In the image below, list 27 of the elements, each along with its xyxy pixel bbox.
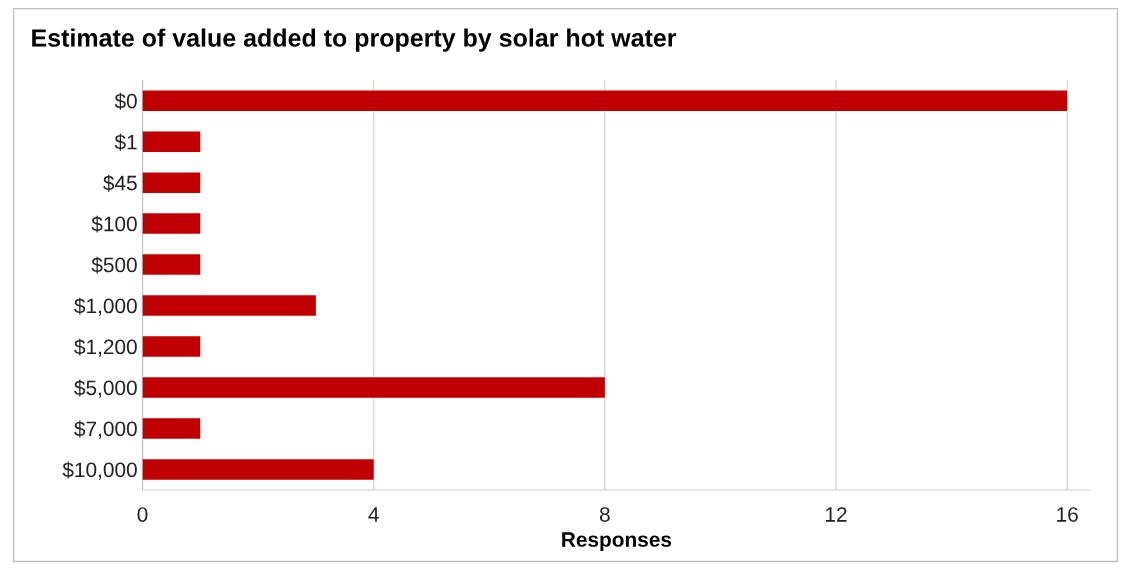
x-tick-label: 0	[137, 507, 148, 522]
y-tick-label: $1,200	[74, 338, 137, 357]
bar	[142, 336, 201, 357]
y-tick-label: $45	[103, 174, 137, 192]
bar	[142, 459, 374, 480]
y-tick-label: $1,000	[74, 297, 137, 316]
chart-title: Estimate of value added to property by solar hot water	[32, 28, 677, 52]
bar	[142, 213, 201, 234]
bar	[142, 295, 316, 316]
x-tick-label: 16	[1057, 507, 1078, 522]
x-tick-label: 4	[368, 507, 379, 522]
x-tick-label: 12	[826, 507, 847, 522]
x-axis-title: Responses	[562, 532, 672, 551]
y-tick-label: $7,000	[74, 420, 137, 439]
y-tick-label: $1	[114, 133, 137, 151]
y-tick-label: $5,000	[74, 379, 137, 398]
y-tick-label: $0	[114, 92, 137, 110]
y-tick-label: $500	[91, 256, 137, 274]
bar	[142, 377, 605, 398]
x-tick-label: 8	[599, 507, 610, 522]
bar	[142, 90, 1068, 111]
y-tick-label: $100	[91, 215, 137, 233]
bar	[142, 172, 201, 193]
bar	[142, 131, 201, 152]
bar	[142, 254, 201, 275]
bar	[142, 418, 201, 439]
y-tick-label: $10,000	[62, 461, 137, 480]
